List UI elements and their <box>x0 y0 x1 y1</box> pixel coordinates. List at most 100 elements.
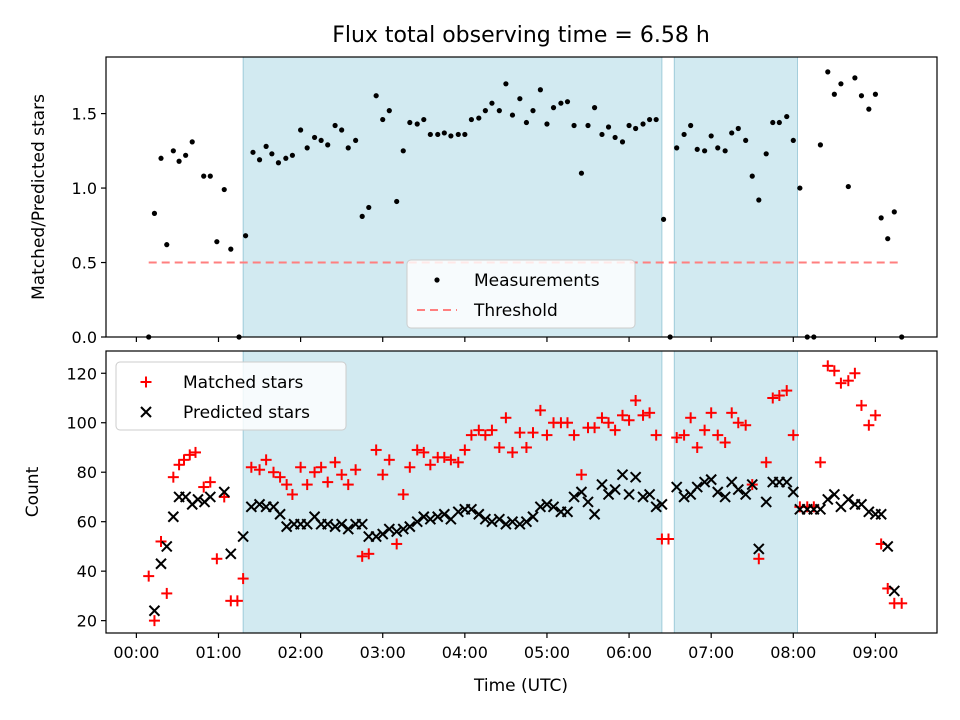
x-tick-label: 02:00 <box>278 643 324 662</box>
data-point <box>760 496 772 508</box>
data-point <box>476 115 482 121</box>
x-stroke-b <box>397 523 409 535</box>
data-point <box>394 198 400 205</box>
data-point <box>699 424 711 436</box>
y-tick-label: 0.0 <box>72 328 97 347</box>
x-stroke-b <box>726 476 738 488</box>
data-point <box>671 432 683 444</box>
data-point <box>301 479 313 491</box>
data-point <box>493 513 506 525</box>
data-point <box>198 481 210 493</box>
data-point <box>309 466 321 478</box>
x-stroke-b <box>719 491 731 503</box>
data-point <box>161 587 173 599</box>
data-point <box>329 520 341 533</box>
data-point <box>304 145 310 151</box>
data-point <box>842 493 855 506</box>
data-point <box>781 476 793 488</box>
data-point <box>708 133 714 139</box>
data-point <box>640 121 646 127</box>
x-stroke-b <box>746 478 758 491</box>
data-point <box>514 518 526 530</box>
data-point <box>281 479 293 491</box>
x-stroke-b <box>534 501 547 513</box>
x-tick-label: 06:00 <box>606 643 652 662</box>
data-point <box>445 454 457 466</box>
data-point <box>161 540 173 553</box>
data-point <box>527 511 539 523</box>
legend-swatch <box>140 406 152 418</box>
data-point <box>616 468 629 481</box>
data-point <box>386 108 392 114</box>
data-point <box>828 488 841 501</box>
data-point <box>342 479 354 491</box>
data-point <box>493 441 505 453</box>
data-point <box>842 375 854 387</box>
data-point <box>482 108 488 114</box>
data-point <box>852 75 858 81</box>
data-point <box>214 239 220 245</box>
data-point <box>643 488 656 501</box>
y-tick-label: 60 <box>77 513 97 532</box>
data-point <box>715 145 721 151</box>
series-measurements <box>146 69 905 340</box>
data-point <box>749 173 755 179</box>
x-stroke-b <box>411 515 423 528</box>
data-point <box>298 127 304 133</box>
data-point <box>743 137 749 144</box>
x-stroke-b <box>602 488 615 501</box>
chart-title: Flux total observing time = 6.58 h <box>332 23 710 48</box>
x-stroke-b <box>438 508 451 520</box>
data-point <box>336 469 348 481</box>
data-point <box>527 427 539 439</box>
data-point <box>268 466 280 478</box>
data-point <box>568 429 580 441</box>
data-point <box>397 488 409 500</box>
x-tick-label: 01:00 <box>195 643 241 662</box>
x-stroke-b <box>787 486 800 498</box>
legend-entry: Predicted stars <box>183 403 310 423</box>
data-point <box>869 409 881 421</box>
data-point <box>541 498 553 511</box>
data-point <box>753 553 765 565</box>
x-stroke-b <box>465 503 478 516</box>
data-point <box>712 486 724 498</box>
legend-entry: Measurements <box>474 271 600 291</box>
data-point <box>866 106 872 112</box>
x-stroke-b <box>424 513 437 525</box>
data-point <box>674 145 680 151</box>
legend: Matched stars Predicted stars <box>115 361 347 431</box>
x-stroke-b <box>875 508 887 520</box>
data-point <box>825 69 831 75</box>
x-stroke-b <box>500 518 512 530</box>
series-predicted-stars <box>148 468 901 617</box>
data-point <box>582 496 594 508</box>
data-point <box>568 491 580 503</box>
x-stroke-b <box>370 530 382 543</box>
data-point <box>617 409 629 421</box>
data-point <box>770 119 776 126</box>
data-point <box>591 105 598 111</box>
data-point <box>767 392 779 404</box>
data-point <box>588 508 601 520</box>
data-point <box>178 454 190 466</box>
x-stroke-b <box>616 468 629 481</box>
x-stroke-b <box>678 491 690 503</box>
data-point <box>702 148 708 154</box>
y-tick-label: 1.5 <box>72 105 97 124</box>
data-point <box>650 429 662 441</box>
data-point <box>473 424 485 436</box>
x-stroke-b <box>670 481 683 493</box>
data-point <box>211 553 223 565</box>
data-point <box>520 441 532 453</box>
data-point <box>242 233 249 239</box>
panel-2: 20 40 60 80 100 120 00:00 01:00 02:00 03:00 04:00 0… <box>23 350 938 662</box>
x-stroke-b <box>842 493 855 506</box>
data-point <box>688 122 694 129</box>
data-point <box>578 170 585 176</box>
data-point <box>269 151 275 157</box>
data-point <box>192 493 204 506</box>
data-point <box>424 459 436 471</box>
x-stroke-b <box>218 486 230 498</box>
